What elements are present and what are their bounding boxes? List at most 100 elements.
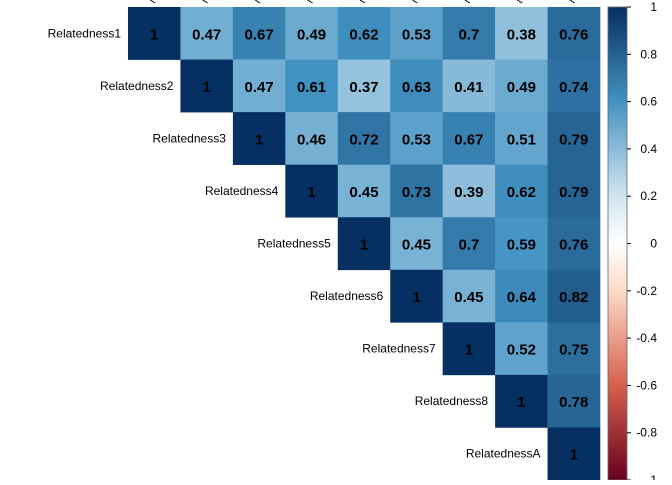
variable-label: RelatednessA <box>466 447 541 461</box>
cell-value-label: 1 <box>360 237 368 254</box>
heatmap-cell <box>495 59 548 113</box>
cell-value-label: 0.62 <box>349 26 378 43</box>
colorbar-tick-label: -0.8 <box>636 426 657 440</box>
colorbar-segment <box>608 474 627 478</box>
colorbar-segment <box>608 225 627 230</box>
cell-value-label: 0.7 <box>458 26 479 43</box>
cell-value-label: 0.45 <box>402 237 431 254</box>
heatmap-cell <box>547 59 601 113</box>
colorbar-segment <box>608 346 627 351</box>
colorbar-segment <box>608 193 627 197</box>
heatmap-cell <box>442 7 496 60</box>
colorbar-segment <box>608 74 627 79</box>
colorbar-segment <box>608 276 627 280</box>
colorbar-segment <box>608 468 627 472</box>
colorbar-segment <box>608 154 627 159</box>
heatmap-cell <box>285 7 339 60</box>
heatmap-cell <box>547 164 601 218</box>
colorbar-segment <box>608 344 627 348</box>
colorbar-segment <box>608 456 627 460</box>
colorbar-segment <box>608 400 627 404</box>
colorbar-segment <box>608 403 627 407</box>
heatmap-cell <box>337 7 391 60</box>
cell-value-label: 0.49 <box>297 26 326 43</box>
colorbar-segment <box>608 92 627 97</box>
colorbar-segment <box>608 125 627 129</box>
colorbar-segment <box>608 435 627 440</box>
colorbar-segment <box>608 406 627 410</box>
heatmap-cell <box>442 217 496 271</box>
colorbar-segment <box>608 388 627 392</box>
colorbar-segment <box>608 18 627 23</box>
colorbar-tick-label: 0 <box>650 237 657 251</box>
colorbar-segment <box>608 202 627 206</box>
heatmap-cell <box>495 322 548 376</box>
column-label-tick <box>149 0 156 4</box>
colorbar-segment <box>608 296 627 301</box>
colorbar-segment <box>608 299 627 304</box>
colorbar-segment <box>608 237 627 241</box>
colorbar-segment <box>608 113 627 117</box>
colorbar-segment <box>608 228 627 233</box>
colorbar-segment <box>608 210 627 215</box>
colorbar-segment <box>608 169 627 173</box>
heatmap-cell <box>495 164 548 218</box>
heatmap-cell <box>547 112 601 165</box>
colorbar-segment <box>608 72 627 76</box>
colorbar-segment <box>608 391 627 395</box>
colorbar-segment <box>608 157 627 162</box>
heatmap-cell <box>285 112 339 165</box>
colorbar-segment <box>608 326 627 330</box>
colorbar-segment <box>608 270 627 274</box>
colorbar-segment <box>608 335 627 339</box>
colorbar-segment <box>608 429 627 434</box>
colorbar-segment <box>608 57 627 61</box>
variable-label: Relatedness7 <box>362 342 436 356</box>
column-label-tick <box>254 0 261 4</box>
cell-value-label: 0.51 <box>507 131 536 148</box>
colorbar-segment <box>608 311 627 315</box>
cell-value-label: 0.62 <box>507 184 536 201</box>
cell-value-label: 0.52 <box>507 342 536 359</box>
colorbar-segment <box>608 119 627 123</box>
heatmap-cell <box>442 269 496 323</box>
colorbar-segment <box>608 355 627 360</box>
colorbar-tick-label: 0.2 <box>640 189 657 203</box>
column-label-tick <box>569 0 576 4</box>
colorbar-segment <box>608 249 627 253</box>
colorbar-segment <box>608 338 627 342</box>
heatmap-cell <box>232 59 286 113</box>
heatmap-cell <box>337 59 391 113</box>
heatmap-cell <box>232 112 286 165</box>
colorbar-segment <box>608 459 627 463</box>
colorbar-segment <box>608 184 627 188</box>
colorbar-segment <box>608 12 627 17</box>
heatmap-cell <box>390 164 443 218</box>
column-label-tick <box>412 0 418 4</box>
cell-value-label: 0.59 <box>507 237 536 254</box>
cell-value-label: 0.82 <box>559 289 588 306</box>
colorbar: 1 0.8 0.6 0.4 0.2 0 -0.2 -0.4 -0.6 -0.8 -1 <box>607 0 657 485</box>
cell-value-label: 0.47 <box>192 26 221 43</box>
colorbar-segment <box>608 51 627 55</box>
colorbar-segment <box>608 364 627 369</box>
colorbar-segment <box>608 367 627 372</box>
colorbar-segment <box>608 66 627 70</box>
colorbar-segment <box>608 187 627 191</box>
heatmap-cell <box>180 7 234 60</box>
variable-label: Relatedness4 <box>205 184 279 198</box>
heatmap-value-labels: 1 0.47 0.67 0.49 0.62 0.53 0.7 0.38 0.76 1 0.47 0.6… <box>150 26 589 463</box>
heatmap-cell <box>390 269 443 323</box>
colorbar-segment <box>608 394 627 398</box>
colorbar-segment <box>608 216 627 221</box>
column-label-tick <box>464 0 471 4</box>
column-label-tick <box>307 0 313 4</box>
cell-value-label: 0.67 <box>454 131 483 148</box>
colorbar-segment <box>608 305 627 309</box>
colorbar-segment <box>608 89 627 94</box>
colorbar-segment <box>608 341 627 345</box>
colorbar-segment <box>608 267 627 271</box>
colorbar-segment <box>608 36 627 40</box>
colorbar-segment <box>608 172 627 176</box>
